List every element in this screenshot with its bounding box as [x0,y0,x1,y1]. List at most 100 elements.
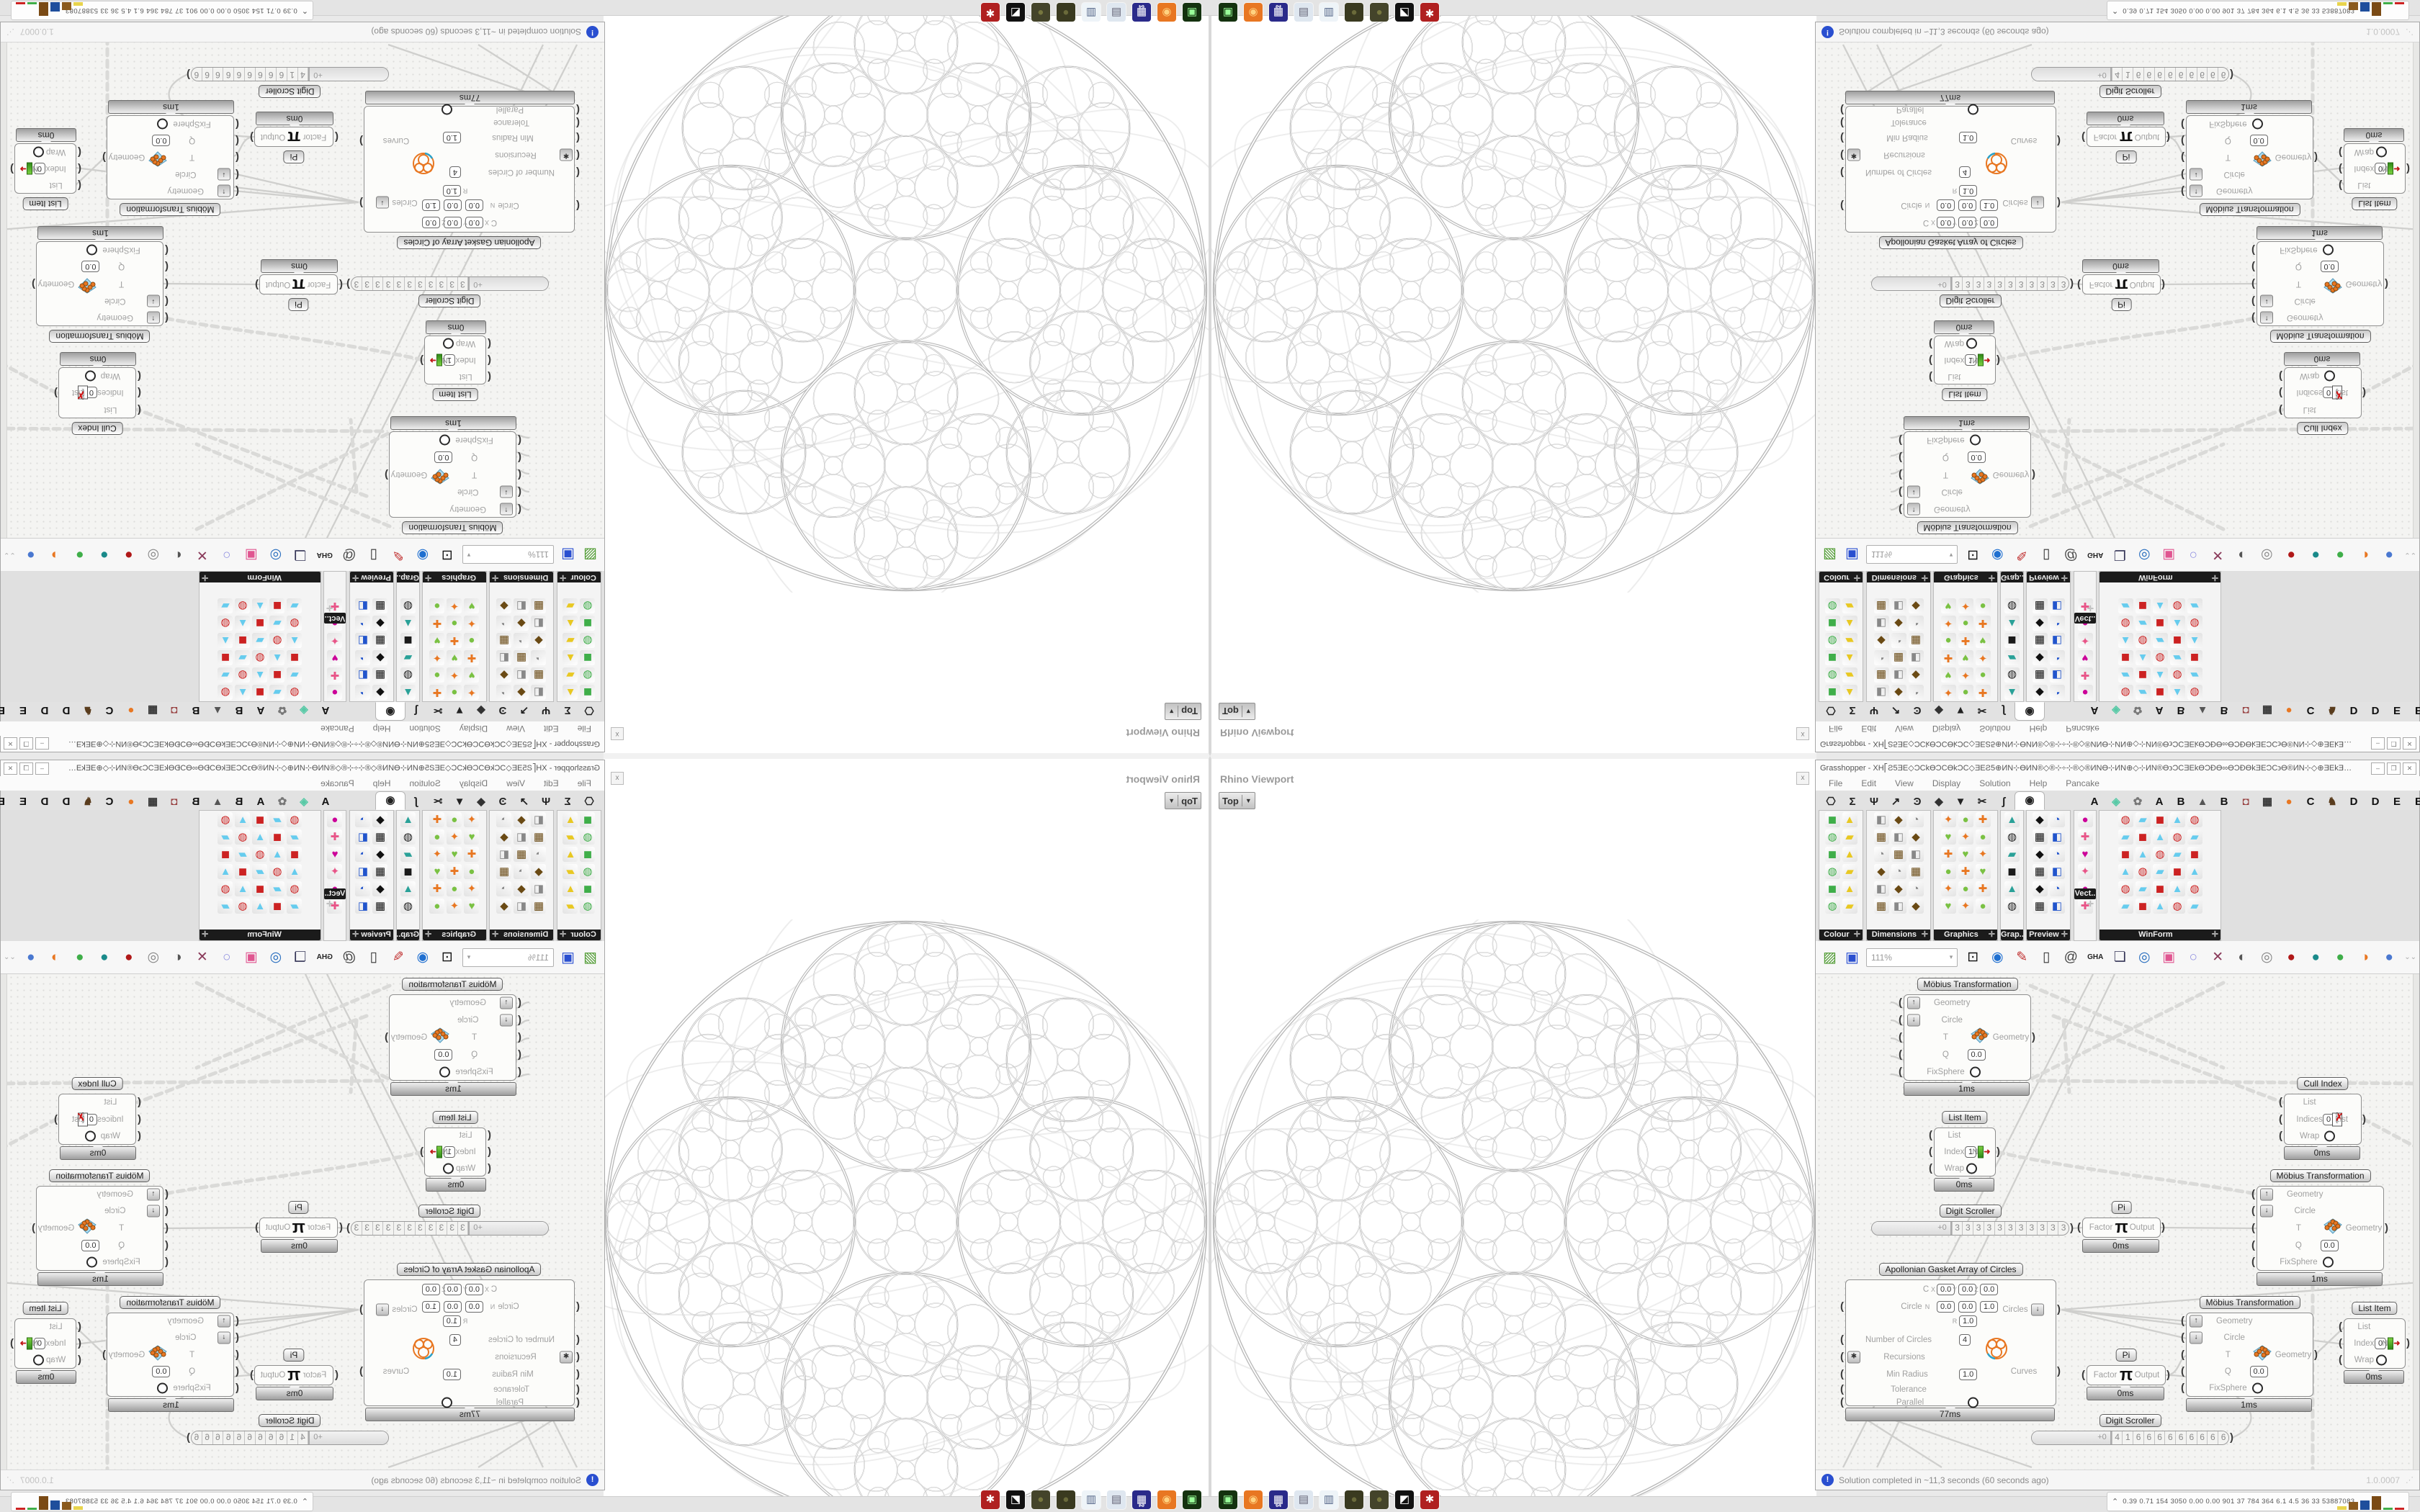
tab-category[interactable]: A [2090,796,2099,808]
graft-chip[interactable]: ↑ [500,996,513,1009]
toolbar-icon-12[interactable]: ◎ [2260,547,2273,563]
component-icon[interactable]: ◍ [269,633,285,648]
component-icon[interactable]: ● [2077,812,2093,827]
maximize-button[interactable]: ❐ [2387,762,2401,775]
menu-item-help[interactable]: Help [2029,778,2048,788]
tab-category[interactable]: E [19,796,27,808]
component-icon[interactable]: ◔ [496,812,512,827]
component-icon[interactable]: ✦ [464,881,480,896]
component-icon[interactable]: ◔ [2049,881,2065,896]
toolbar-icon-8[interactable]: ▣ [2162,547,2176,563]
taskbar-app-icon-0[interactable]: ▣ [1219,1490,1237,1509]
component-icon[interactable]: ● [447,685,462,700]
component-icon[interactable]: ◼ [1824,685,1840,700]
toolbar-icon-0[interactable]: ⊡ [441,547,453,563]
tab-category[interactable]: ✿ [2133,704,2143,716]
component-icon[interactable]: ◼ [2169,633,2185,648]
input-grip[interactable]: ( [165,243,169,256]
toolbar-icon-0[interactable]: ⊡ [1967,949,1979,965]
component-icon[interactable]: ▰ [2187,829,2202,845]
scroller-digit[interactable]: 6 [202,1431,213,1444]
component-icon[interactable]: ● [429,667,445,683]
component-icon[interactable]: ▦ [372,633,388,648]
component-icon[interactable]: ▦ [2032,899,2048,914]
component-icon[interactable]: ● [1958,616,1973,631]
toolbar-icon-13[interactable]: ● [125,949,133,965]
component-icon[interactable]: ◔ [496,685,512,700]
component-icon[interactable]: ✚ [2077,829,2093,845]
menu-item-display[interactable]: Display [1932,778,1961,788]
input-grip[interactable]: ( [576,1383,580,1395]
toggle-input[interactable] [439,434,450,446]
component-icon[interactable]: ▰ [2118,598,2133,613]
tab-category[interactable]: ▦ [147,704,158,716]
input-grip[interactable]: ( [165,1205,169,1218]
scroller-digit[interactable]: 6 [2154,68,2165,81]
component-icon[interactable]: ▰ [2118,829,2133,845]
output-grip[interactable]: ) [420,354,424,366]
component-icon[interactable]: ♥ [464,598,480,613]
component-icon[interactable]: ◍ [2187,812,2202,827]
input-grip[interactable]: ( [1929,338,1932,351]
component-icon[interactable]: ▦ [1908,633,1924,648]
tab-category[interactable]: ▦ [2262,796,2273,808]
component-icon[interactable]: ▦ [2032,829,2048,845]
palette-group-label[interactable]: Dimensions ✛ [1867,572,1930,582]
toolbar-icon-16[interactable]: ◑ [2360,547,2369,563]
component-icon[interactable]: ✦ [464,685,480,700]
component-icon[interactable]: ◍ [2118,881,2133,896]
agac-c-value[interactable]: 0.0 [1937,1284,1955,1295]
component-icon[interactable]: ▦ [2032,598,2048,613]
input-grip[interactable]: ( [1840,104,1844,116]
component-icon[interactable]: ♥ [464,667,480,683]
input-grip[interactable]: ( [2181,151,2184,164]
menu-item-file[interactable]: File [577,724,591,734]
viewport-view-dropdown[interactable]: Top ▼ [1219,792,1255,809]
palette-group-label[interactable]: Vect.. ✛ [2074,603,2096,624]
toolbar-icon-11[interactable]: ◐ [174,949,182,965]
component-icon[interactable]: ▰ [1842,598,1857,613]
component-icon[interactable]: ◼ [580,812,596,827]
taskbar-app-icon-5[interactable]: ● [1057,1490,1075,1509]
graft-chip[interactable]: ↑ [1907,996,1920,1009]
graft-chip[interactable]: ↑ [218,1315,230,1328]
toolbar-icon-15[interactable]: ● [76,949,84,965]
component-icon[interactable]: ● [464,633,480,648]
tab-category[interactable]: ʃ [2002,796,2006,808]
input-grip[interactable]: ( [2081,1369,2085,1381]
tab-category[interactable]: ● [127,704,135,716]
tab-category[interactable]: ↗ [1891,704,1901,716]
node-title-li2[interactable]: List Item [22,197,68,210]
scroller-digit[interactable]: 6 [2164,1431,2176,1444]
input-grip[interactable]: ( [1929,1146,1932,1158]
toolbar-icon-10[interactable]: ✕ [196,949,208,965]
scroller-digit[interactable]: 3 [1983,1222,1994,1235]
component-icon[interactable]: ✦ [2077,633,2093,648]
scroller-digit[interactable]: 1 [287,1431,298,1444]
component-icon[interactable]: ◆ [372,650,388,665]
component-icon[interactable]: ◍ [287,812,302,827]
viewport-close-button[interactable]: x [611,727,624,740]
input-grip[interactable]: ( [78,145,81,158]
component-icon[interactable]: ◍ [2187,881,2202,896]
graft-chip[interactable]: ↑ [218,184,230,197]
scroller-digit[interactable]: 4 [297,68,309,81]
input-grip[interactable]: ( [2279,369,2282,382]
component-icon[interactable]: ✚ [1975,812,1991,827]
output-grip[interactable]: ) [385,469,388,481]
agac-n-value[interactable]: 1.0 [1980,199,1999,211]
output-grip[interactable]: ) [32,278,35,290]
input-grip[interactable]: ( [1899,1031,1902,1043]
taskbar-app-icon-2[interactable]: ▦ 64 [1132,3,1151,22]
component-icon[interactable]: ▲ [563,812,578,827]
scroller-digit[interactable]: 3 [2004,277,2016,290]
tab-category[interactable]: ● [2285,796,2293,808]
tab-category[interactable]: Σ [564,796,571,808]
component-icon[interactable]: ◧ [1891,829,1906,845]
toolbar-icon-10[interactable]: ✕ [196,547,208,563]
component-icon[interactable]: ▰ [2152,633,2168,648]
output-grip[interactable]: ) [10,163,14,175]
component-icon[interactable]: ◍ [580,667,596,683]
toolbar-icon-16[interactable]: ◑ [51,949,60,965]
component-icon[interactable]: ◍ [1824,598,1840,613]
